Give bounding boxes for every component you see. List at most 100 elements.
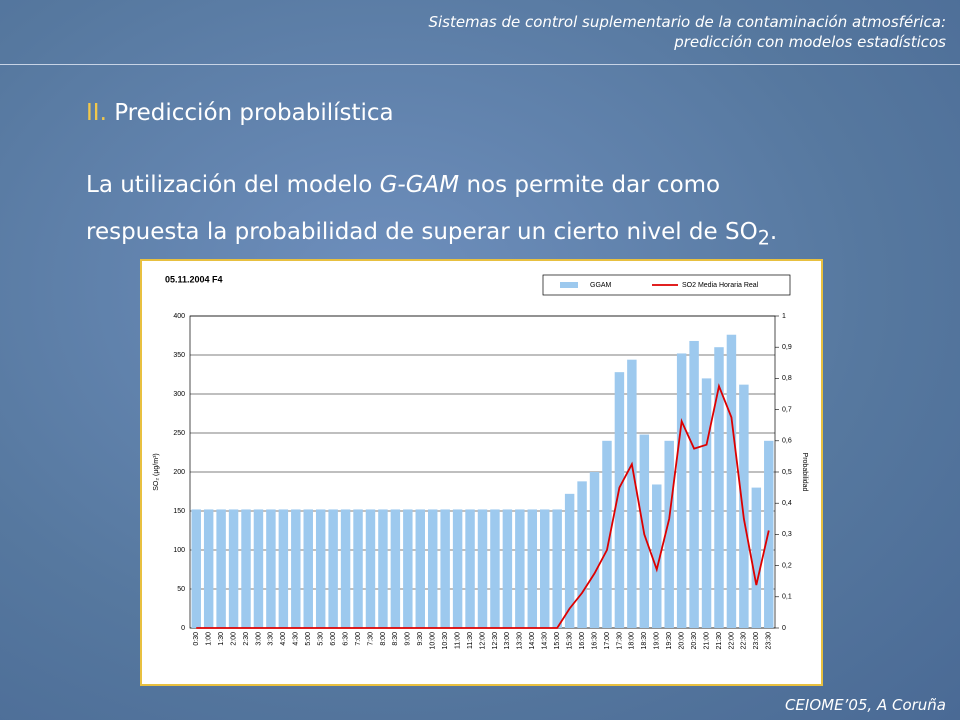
y2-tick-label: 0,4	[782, 500, 792, 507]
bar	[527, 509, 538, 628]
heading-number: II.	[86, 100, 107, 126]
bar	[353, 509, 363, 628]
heading: II. Predicción probabilística	[86, 100, 394, 126]
x-tick-label: 15:00	[554, 632, 561, 650]
x-tick-label: 18:30	[641, 632, 648, 650]
y2-tick-label: 0,3	[782, 531, 792, 538]
body-text: nos permite dar como	[459, 172, 721, 198]
y-tick-label: 0	[181, 625, 185, 632]
x-tick-label: 21:00	[703, 632, 710, 650]
bar	[303, 509, 313, 628]
body-text: G-GAM	[379, 172, 460, 198]
x-tick-label: 19:30	[666, 632, 673, 650]
x-tick-label: 21:30	[716, 632, 723, 650]
bar	[278, 509, 289, 628]
y2-axis-title: Probabilidad	[801, 453, 808, 492]
x-tick-label: 20:30	[691, 632, 698, 650]
chart-title: 05.11.2004 F4	[165, 274, 223, 284]
body: La utilización del modelo G-GAM nos perm…	[86, 162, 777, 262]
bar	[291, 509, 301, 628]
bar	[652, 484, 662, 628]
bar	[452, 509, 463, 628]
y2-tick-label: 0,6	[782, 438, 792, 445]
bar	[203, 509, 214, 628]
bar	[328, 509, 338, 628]
body-text: 2	[757, 226, 770, 250]
y-tick-label: 400	[173, 313, 185, 320]
x-tick-label: 16:00	[579, 632, 586, 650]
y-axis-title: SO₂ (µg/m³)	[153, 453, 160, 490]
header: Sistemas de control suplementario de la …	[428, 12, 946, 52]
header-line: Sistemas de control suplementario de la …	[428, 13, 946, 31]
y-tick-label: 200	[173, 469, 185, 476]
y-tick-label: 150	[173, 508, 185, 515]
x-tick-label: 11:00	[454, 632, 461, 649]
x-tick-label: 11:30	[467, 632, 474, 649]
y2-tick-label: 0,9	[782, 344, 792, 351]
x-tick-label: 22:00	[728, 632, 735, 650]
footer: CEIOME’05, A Coruña	[784, 696, 946, 714]
legend-label: GGAM	[590, 282, 612, 289]
header-line: predicción con modelos estadísticos	[674, 33, 946, 51]
x-tick-label: 7:30	[367, 632, 374, 646]
x-tick-label: 7:00	[355, 632, 362, 646]
x-tick-label: 16:30	[591, 632, 598, 650]
x-tick-label: 1:30	[218, 632, 225, 646]
rule	[0, 64, 960, 65]
bar	[490, 509, 500, 628]
x-tick-label: 4:00	[280, 632, 287, 646]
x-tick-label: 18:00	[629, 632, 636, 650]
bar	[726, 334, 737, 628]
y2-tick-label: 0,1	[782, 594, 792, 601]
x-tick-label: 17:00	[604, 632, 611, 650]
body-text: La utilización del modelo	[86, 172, 380, 198]
bar	[602, 440, 612, 628]
x-tick-label: 22:30	[741, 632, 748, 650]
y2-tick-label: 1	[782, 313, 786, 320]
y-tick-label: 100	[173, 547, 185, 554]
x-tick-label: 15:30	[566, 632, 573, 650]
x-tick-label: 2:00	[230, 632, 237, 646]
y2-tick-label: 0,2	[782, 562, 792, 569]
bar	[390, 509, 401, 628]
y2-tick-label: 0,8	[782, 375, 792, 382]
bar	[253, 509, 264, 628]
bar	[191, 509, 201, 628]
bar	[465, 509, 475, 628]
x-tick-label: 6:00	[330, 632, 337, 646]
bar	[315, 509, 326, 628]
bar	[689, 340, 699, 628]
y2-tick-label: 0,7	[782, 406, 792, 413]
bar	[378, 509, 388, 628]
bar	[440, 509, 450, 628]
y-tick-label: 250	[173, 430, 185, 437]
y-tick-label: 50	[177, 586, 185, 593]
body-text: .	[769, 219, 778, 245]
x-tick-label: 13:00	[504, 632, 511, 650]
bar	[340, 509, 351, 628]
heading-text: Predicción probabilística	[114, 100, 394, 126]
bar	[540, 509, 550, 628]
bar	[676, 353, 687, 628]
bar	[403, 509, 413, 628]
bar	[477, 509, 488, 628]
x-tick-label: 0:30	[193, 632, 200, 646]
bar	[589, 472, 600, 628]
y-tick-label: 300	[173, 391, 185, 398]
x-tick-label: 6:30	[342, 632, 349, 646]
bar	[502, 509, 513, 628]
bar	[627, 359, 637, 628]
bar	[614, 372, 625, 628]
x-tick-label: 9:00	[405, 632, 412, 646]
x-tick-label: 13:30	[517, 632, 524, 650]
x-tick-label: 17:30	[616, 632, 623, 650]
bar	[664, 440, 674, 628]
bar	[751, 487, 762, 628]
bar	[701, 378, 712, 628]
legend-swatch	[560, 282, 578, 288]
chart: 05.11.2004 F4 0 50 100 150 200 250 300 350 400 0 0…	[140, 259, 823, 686]
bar	[365, 509, 376, 628]
bar	[266, 509, 276, 628]
bar	[577, 481, 587, 628]
